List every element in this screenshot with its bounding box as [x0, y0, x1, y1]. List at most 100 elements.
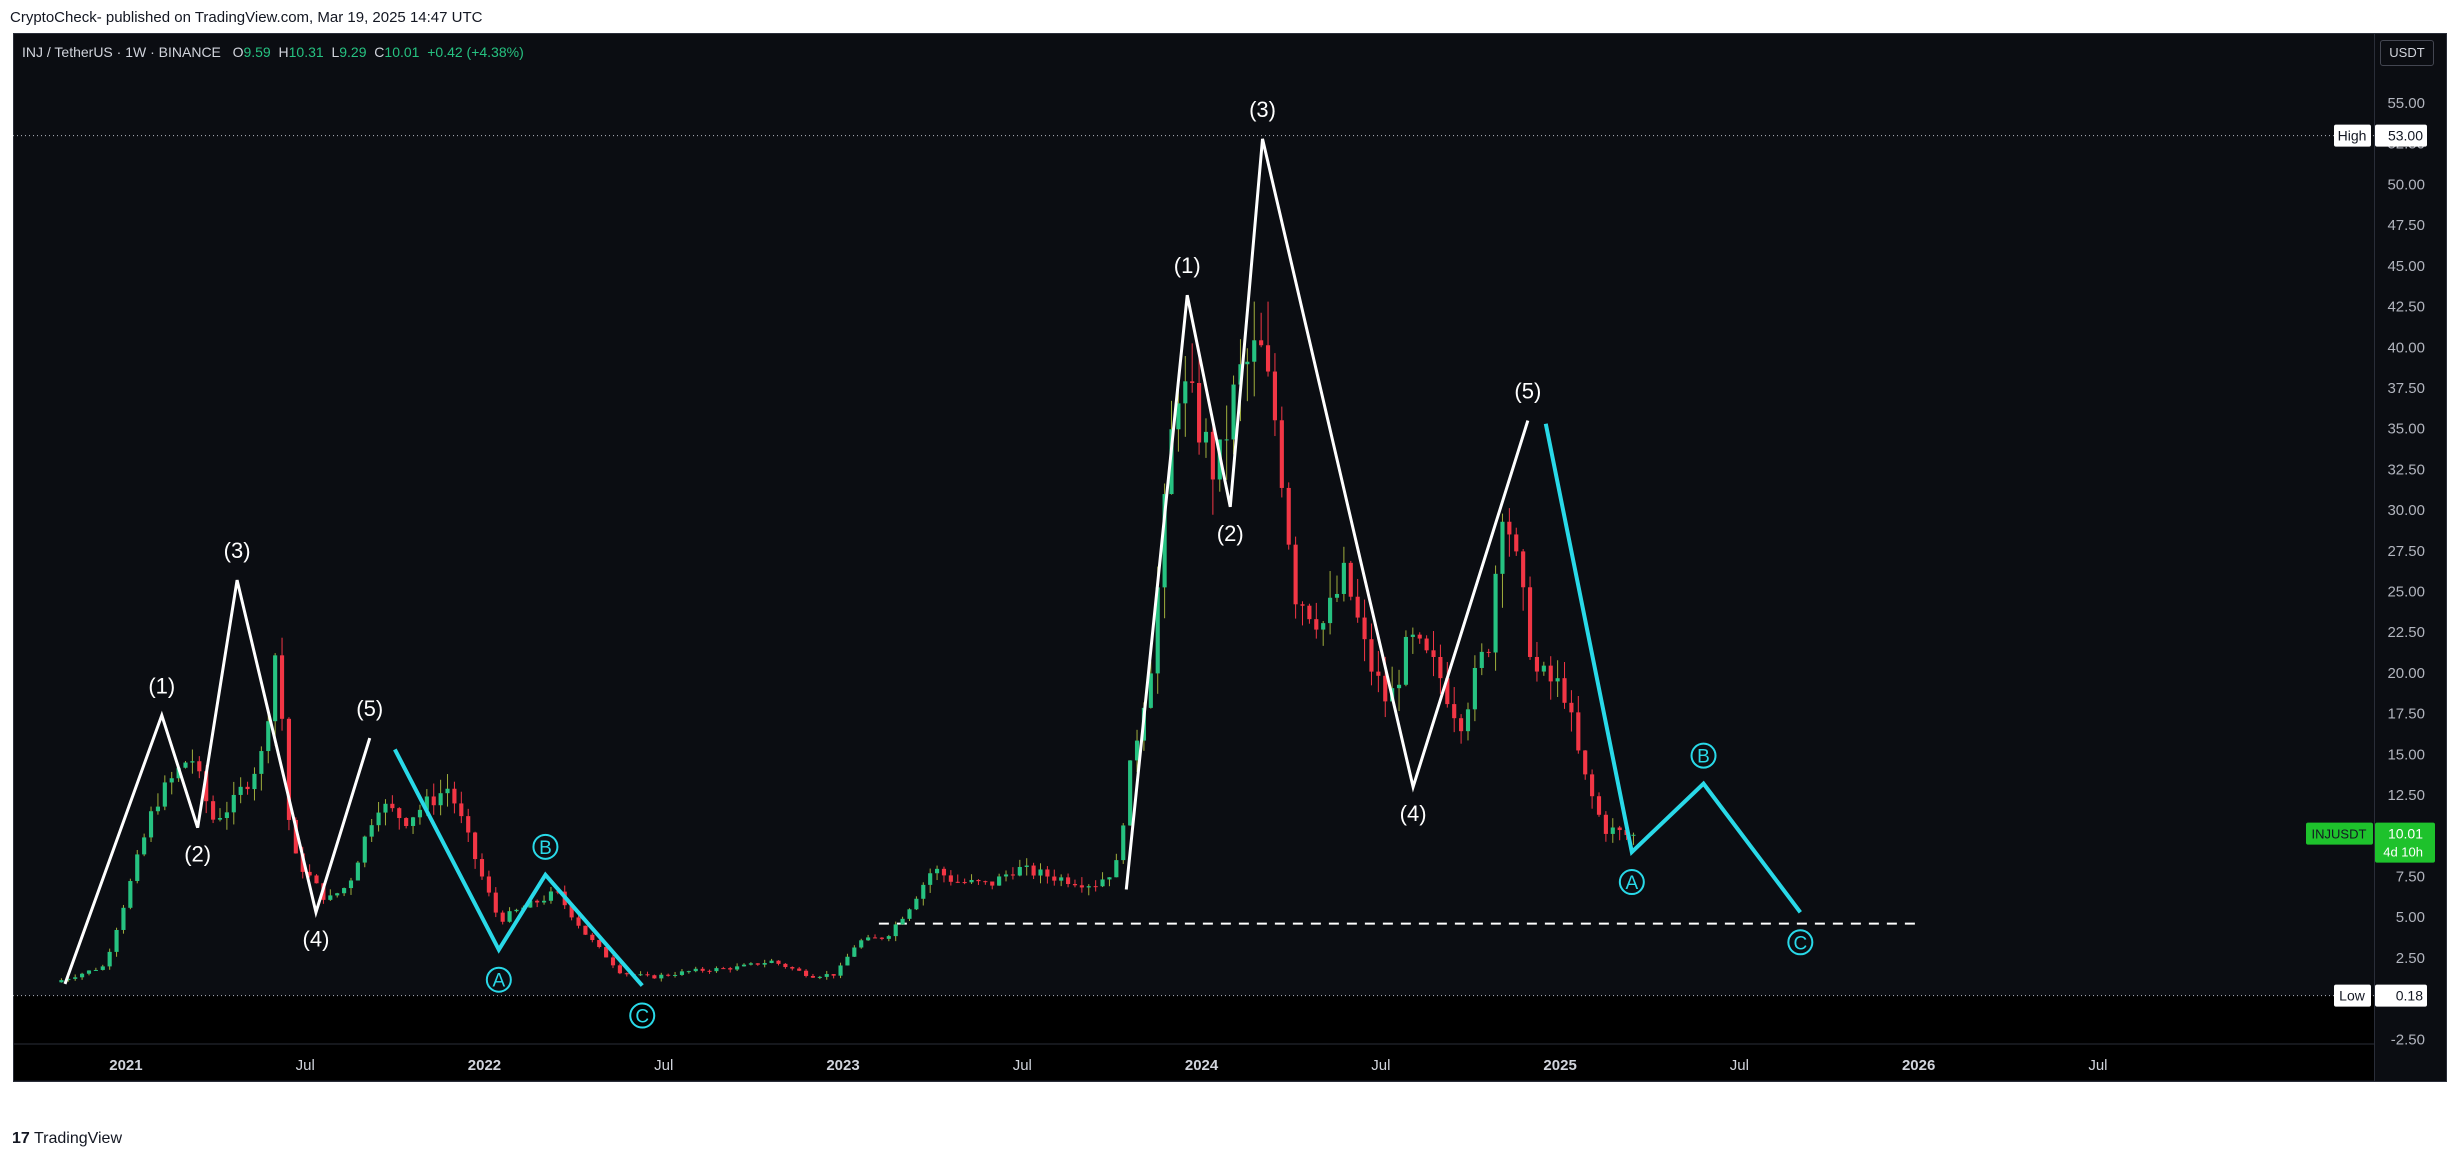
- x-tick-label: 2022: [468, 1057, 501, 1074]
- candle-body: [824, 974, 829, 977]
- candle-body: [1590, 774, 1595, 797]
- candle-body: [479, 859, 485, 877]
- candle-body: [390, 803, 395, 809]
- candle-body: [473, 832, 478, 860]
- y-tick-label: 55.00: [2387, 95, 2425, 112]
- y-tick-label: 37.50: [2387, 380, 2425, 397]
- candle-body: [1045, 869, 1050, 877]
- candle-body: [700, 968, 705, 971]
- candle-body: [238, 786, 243, 795]
- candle-body: [1114, 860, 1119, 878]
- candle-body: [1583, 750, 1588, 775]
- candle-body: [962, 882, 967, 884]
- low-tag-value-bg: [2375, 984, 2427, 1007]
- footer-brand[interactable]: 17 TradingView: [12, 1130, 122, 1148]
- candles: [59, 301, 1636, 983]
- candle-body: [1348, 562, 1353, 597]
- candle-body: [604, 946, 609, 958]
- candle-body: [383, 803, 388, 813]
- candle-body: [541, 900, 547, 903]
- candle-body: [1459, 718, 1464, 732]
- candle-body: [404, 818, 409, 826]
- candle-body: [1527, 587, 1533, 657]
- x-tick-label: Jul: [654, 1057, 673, 1074]
- y-tick-label: 20.00: [2387, 665, 2425, 682]
- symbol-name: INJ / TetherUS · 1W · BINANCE: [22, 44, 221, 60]
- wave-label: A: [1625, 873, 1638, 894]
- candle-body: [1059, 877, 1064, 881]
- currency-button[interactable]: USDT: [2380, 40, 2434, 66]
- candle-body: [155, 806, 161, 812]
- candle-body: [335, 893, 340, 896]
- wave-line-0: [63, 579, 372, 985]
- lower-band: [14, 995, 2374, 1080]
- candle-body: [1107, 877, 1112, 880]
- chart-pane[interactable]: [13, 33, 2375, 1082]
- wave-label: B: [1697, 747, 1710, 768]
- x-tick-label: Jul: [2088, 1057, 2107, 1074]
- symbol-legend: INJ / TetherUS · 1W · BINANCE O9.59 H10.…: [22, 44, 524, 60]
- candle-body: [1134, 740, 1140, 761]
- candle-body: [1534, 656, 1540, 672]
- wave-label-circle: [1787, 929, 1814, 956]
- candle-body: [872, 937, 878, 939]
- open-label: O: [232, 44, 244, 60]
- candle-body: [776, 960, 781, 964]
- candle-body: [1072, 884, 1078, 886]
- wave-label-circle: [532, 833, 559, 860]
- candle-body: [886, 936, 891, 939]
- candle-body: [1286, 487, 1291, 545]
- wave-label-circle: [1690, 742, 1717, 769]
- wave-label-circle: [629, 1002, 656, 1029]
- wave-label-circle: [1618, 869, 1645, 896]
- y-tick-label: 47.50: [2387, 217, 2425, 234]
- candle-body: [466, 816, 471, 833]
- publisher-line: CryptoCheck- published on TradingView.co…: [10, 9, 483, 26]
- candle-body: [1486, 651, 1491, 653]
- candle-body: [610, 957, 616, 966]
- current-price-bg: [2375, 822, 2435, 863]
- candle-body: [293, 819, 298, 854]
- y-tick-label: 35.00: [2387, 421, 2425, 438]
- candle-body: [1176, 403, 1181, 430]
- candle-body: [1465, 709, 1471, 732]
- candle-body: [597, 940, 602, 947]
- low-tag-value: 0.18: [2396, 988, 2423, 1004]
- candle-body: [735, 966, 740, 970]
- candle-body: [693, 968, 698, 972]
- low-value: 9.29: [339, 44, 367, 60]
- y-tick-label: 32.50: [2387, 461, 2425, 478]
- wave-label: (5): [356, 696, 383, 721]
- candle-body: [583, 925, 588, 935]
- candle-body: [1403, 636, 1409, 685]
- candle-body: [142, 837, 147, 855]
- candle-body: [273, 655, 278, 722]
- x-tick-label: 2024: [1185, 1057, 1219, 1074]
- candle-body: [59, 980, 64, 983]
- candle-body: [1369, 639, 1374, 672]
- price-axis[interactable]: [2374, 33, 2447, 1082]
- y-tick-label: 40.00: [2387, 339, 2425, 356]
- wave-label-circle: [485, 966, 512, 993]
- candle-body: [852, 947, 857, 957]
- wave-label: (5): [1514, 379, 1541, 404]
- candle-body: [286, 718, 292, 820]
- high-tag-key-bg: [2334, 124, 2371, 147]
- candle-body: [659, 974, 664, 979]
- candle-body: [728, 968, 733, 970]
- current-price-countdown: 4d 10h: [2383, 845, 2423, 860]
- candle-body: [1231, 384, 1236, 440]
- candle-body: [1245, 361, 1250, 365]
- candle-body: [328, 895, 333, 900]
- candle-body: [1307, 605, 1312, 620]
- candle-body: [459, 803, 464, 817]
- candle-body: [1293, 544, 1298, 605]
- candle-body: [1079, 885, 1084, 888]
- wave-label: (2): [1217, 521, 1244, 546]
- candle-body: [486, 876, 491, 893]
- candle-body: [576, 917, 581, 926]
- candle-body: [1190, 381, 1195, 383]
- candle-body: [1031, 865, 1036, 876]
- wave-label: B: [539, 838, 552, 859]
